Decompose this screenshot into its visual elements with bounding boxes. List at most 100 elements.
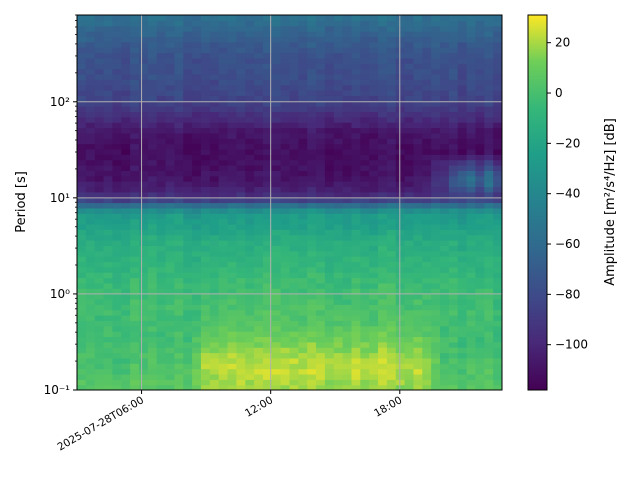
heatmap-cell	[342, 52, 353, 59]
heatmap-cell	[121, 170, 131, 177]
heatmap-cell	[448, 95, 459, 102]
heatmap-cell	[174, 63, 184, 70]
heatmap-cell	[466, 250, 477, 257]
heatmap-cell	[440, 250, 450, 257]
heatmap-cell	[112, 181, 122, 188]
heatmap-cell	[192, 159, 202, 166]
heatmap-cell	[103, 36, 114, 43]
heatmap-cell	[342, 90, 353, 96]
heatmap-cell	[369, 363, 379, 370]
heatmap-cell	[121, 379, 131, 386]
heatmap-cell	[130, 261, 140, 268]
heatmap-cell	[218, 272, 229, 279]
heatmap-cell	[174, 165, 184, 171]
heatmap-cell	[138, 154, 149, 161]
heatmap-cell	[316, 31, 326, 38]
heatmap-cell	[351, 202, 361, 209]
heatmap-cell	[112, 165, 122, 171]
heatmap-cell	[378, 73, 388, 80]
heatmap-cell	[183, 170, 193, 177]
heatmap-cell	[121, 68, 131, 75]
heatmap-cell	[404, 63, 415, 70]
heatmap-cell	[209, 218, 220, 225]
heatmap-cell	[395, 207, 406, 214]
heatmap-cell	[431, 148, 441, 155]
heatmap-cell	[227, 197, 237, 204]
heatmap-cell	[121, 165, 131, 171]
heatmap-cell	[227, 315, 237, 321]
heatmap-cell	[493, 325, 502, 332]
heatmap-cell	[236, 154, 246, 161]
heatmap-cell	[77, 52, 87, 59]
heatmap-cell	[484, 223, 494, 230]
heatmap-cell	[192, 111, 202, 118]
heatmap-cell	[298, 352, 308, 359]
heatmap-cell	[254, 368, 264, 375]
heatmap-cell	[431, 325, 441, 332]
heatmap-cell	[360, 90, 370, 96]
heatmap-cell	[254, 52, 264, 59]
heatmap-cell	[342, 331, 353, 338]
heatmap-cell	[307, 341, 317, 348]
heatmap-cell	[138, 165, 149, 171]
heatmap-cell	[227, 347, 237, 354]
heatmap-cell	[262, 347, 273, 354]
heatmap-cell	[333, 282, 344, 289]
heatmap-cell	[138, 266, 149, 273]
heatmap-cell	[77, 304, 87, 311]
heatmap-cell	[200, 181, 211, 188]
heatmap-cell	[236, 213, 246, 220]
heatmap-cell	[484, 47, 494, 54]
heatmap-cell	[395, 159, 406, 166]
heatmap-cell	[422, 116, 432, 123]
heatmap-cell	[378, 234, 388, 241]
heatmap-cell	[103, 373, 114, 380]
heatmap-cell	[378, 15, 388, 21]
heatmap-cell	[289, 15, 299, 21]
heatmap-cell	[493, 384, 502, 390]
heatmap-cell	[395, 357, 406, 364]
heatmap-cell	[342, 363, 353, 370]
heatmap-cell	[183, 234, 193, 241]
heatmap-cell	[183, 90, 193, 96]
heatmap-cell	[174, 143, 184, 150]
heatmap-cell	[342, 277, 353, 284]
heatmap-cell	[457, 191, 468, 198]
heatmap-cell	[280, 52, 291, 59]
heatmap-cell	[200, 250, 211, 257]
heatmap-cell	[262, 266, 273, 273]
heatmap-cell	[147, 266, 158, 273]
heatmap-cell	[422, 202, 432, 209]
heatmap-cell	[298, 73, 308, 80]
heatmap-cell	[466, 352, 477, 359]
heatmap-cell	[413, 379, 423, 386]
heatmap-cell	[484, 84, 494, 91]
heatmap-cell	[85, 68, 96, 75]
heatmap-cell	[103, 213, 114, 220]
heatmap-cell	[262, 181, 273, 188]
heatmap-cell	[174, 154, 184, 161]
heatmap-cell	[280, 229, 291, 236]
heatmap-cell	[200, 336, 211, 343]
heatmap-cell	[138, 138, 149, 145]
heatmap-cell	[351, 245, 361, 252]
heatmap-cell	[138, 159, 149, 166]
heatmap-cell	[174, 282, 184, 289]
heatmap-cell	[130, 373, 140, 380]
heatmap-cell	[316, 63, 326, 70]
heatmap-cell	[386, 202, 397, 209]
heatmap-cell	[192, 266, 202, 273]
heatmap-cell	[440, 213, 450, 220]
heatmap-cell	[121, 384, 131, 390]
heatmap-cell	[360, 68, 370, 75]
heatmap-cell	[404, 384, 415, 390]
heatmap-cell	[174, 261, 184, 268]
heatmap-cell	[395, 132, 406, 139]
heatmap-cell	[121, 52, 131, 59]
heatmap-cell	[333, 68, 344, 75]
heatmap-cell	[174, 181, 184, 188]
heatmap-cell	[440, 373, 450, 380]
heatmap-cell	[227, 165, 237, 171]
heatmap-cell	[227, 90, 237, 96]
heatmap-cell	[360, 250, 370, 257]
